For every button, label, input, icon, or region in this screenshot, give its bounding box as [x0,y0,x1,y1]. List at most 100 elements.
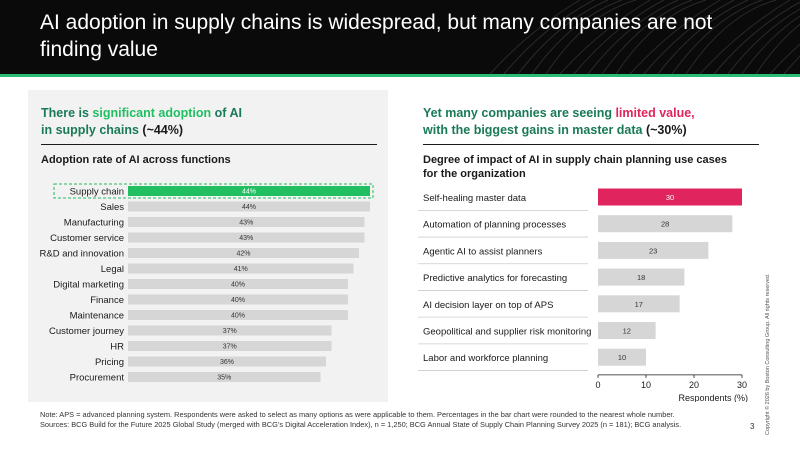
bar-value-label: 10 [618,353,626,362]
pattern-line [741,15,800,74]
category-label: Predictive analytics for forecasting [423,273,567,284]
bar [128,310,348,320]
pattern-line [713,1,800,74]
bar-value-label: 41% [234,266,248,273]
category-label: HR [110,342,124,353]
bar [128,232,365,243]
left-heading-pre: There is [41,106,93,120]
bar-value-label: 40% [231,282,245,289]
category-label: Geopolitical and supplier risk monitorin… [423,327,591,338]
left-chart-title: Adoption rate of AI across functions [41,154,231,166]
bar [128,279,348,289]
copyright-text: Copyright © 2026 by Boston Consulting Gr… [765,273,771,436]
category-label: Finance [90,295,124,306]
bar-value-label: 30 [666,193,674,202]
right-heading: Yet many companies are seeing limited va… [423,105,763,139]
pattern-line [657,0,749,74]
bar-value-label: 23 [649,246,657,255]
category-label: Self-healing master data [423,193,527,204]
bar [128,248,359,258]
pattern-line [615,0,707,74]
pattern-line [699,0,791,74]
bar [128,263,354,274]
right-chart-title: Degree of impact of AI in supply chain p… [423,154,727,180]
bar [598,241,709,259]
pattern-line [489,0,581,74]
category-label: Customer service [50,233,124,244]
x-tick-label: 20 [689,380,699,390]
bar-value-label: 43% [239,235,253,242]
bar [128,341,332,351]
bar [598,188,742,206]
pattern-line [769,43,800,74]
footnote-note: Note: APS = advanced planning system. Re… [40,410,675,419]
bar [128,294,348,305]
pattern-line [727,8,800,74]
pattern-line [601,0,693,74]
category-label: Automation of planning processes [423,220,566,231]
bar [128,372,321,382]
bar [598,348,646,366]
pattern-line [531,0,623,74]
left-heading-line2: in supply chains [41,123,143,137]
bar [598,268,685,286]
pattern-line [671,0,763,74]
category-label: R&D and innovation [40,249,125,260]
pattern-line [573,0,665,74]
bar [128,217,365,227]
pattern-line [545,0,637,74]
bar-value-label: 40% [231,313,245,320]
bar [128,356,326,367]
pattern-line [517,0,609,74]
right-heading-pre: Yet many companies are seeing [423,106,616,120]
pattern-line [629,0,721,74]
pattern-line [643,0,735,74]
pattern-line [587,0,679,74]
impact-chart: Self-healing master data 30 Automation of … [418,188,748,402]
pattern-line [685,0,777,74]
right-heading-accent: limited value, [615,106,695,120]
left-heading-value: (~44%) [142,123,184,137]
bar-value-label: 18 [637,273,645,282]
adoption-chart: Supply chain 44% Sales 44% Manufacturing 43% C… [40,183,374,384]
slide-title: AI adoption in supply chains is widespre… [40,11,713,61]
footnote-sources: Sources: BCG Build for the Future 2025 G… [40,420,682,429]
bar-value-label: 44% [242,189,256,196]
page-number: 3 [750,422,755,431]
highlight-box [53,183,374,199]
category-label: Digital marketing [53,280,124,291]
left-heading-rule [41,144,377,145]
left-heading-accent: significant adoption [92,106,212,120]
category-label: Sales [100,202,124,213]
pattern-line [559,0,651,74]
bar [598,295,680,313]
category-label: Legal [101,264,124,275]
category-label: Procurement [70,373,125,384]
category-label: Labor and workforce planning [423,353,548,364]
bar [128,201,370,212]
bar [128,325,332,336]
x-tick-label: 30 [737,380,747,390]
bar-value-label: 44% [242,204,256,211]
category-label: Customer journey [49,326,124,337]
left-heading: There is significant adoption of AI in s… [41,105,371,139]
right-heading-line2: with the biggest gains in master data [423,123,646,137]
x-axis-label: Respondents (%) [678,393,748,402]
bar-value-label: 37% [223,328,237,335]
bar-value-label: 36% [220,359,234,366]
right-heading-value: (~30%) [645,123,687,137]
bar-value-label: 37% [223,344,237,351]
footnote: Note: APS = advanced planning system. Re… [40,410,760,430]
bar-value-label: 35% [217,375,231,382]
bar-value-label: 40% [231,297,245,304]
category-label: AI decision layer on top of APS [423,300,553,311]
category-label: Agentic AI to assist planners [423,246,543,257]
pattern-line [755,23,800,74]
header-decorative-pattern [489,0,800,74]
bar-value-label: 12 [623,327,631,336]
category-label: Supply chain [70,187,124,198]
pattern-line [503,0,595,74]
bar [128,186,370,196]
bar [598,322,656,339]
category-label: Pricing [95,357,124,368]
